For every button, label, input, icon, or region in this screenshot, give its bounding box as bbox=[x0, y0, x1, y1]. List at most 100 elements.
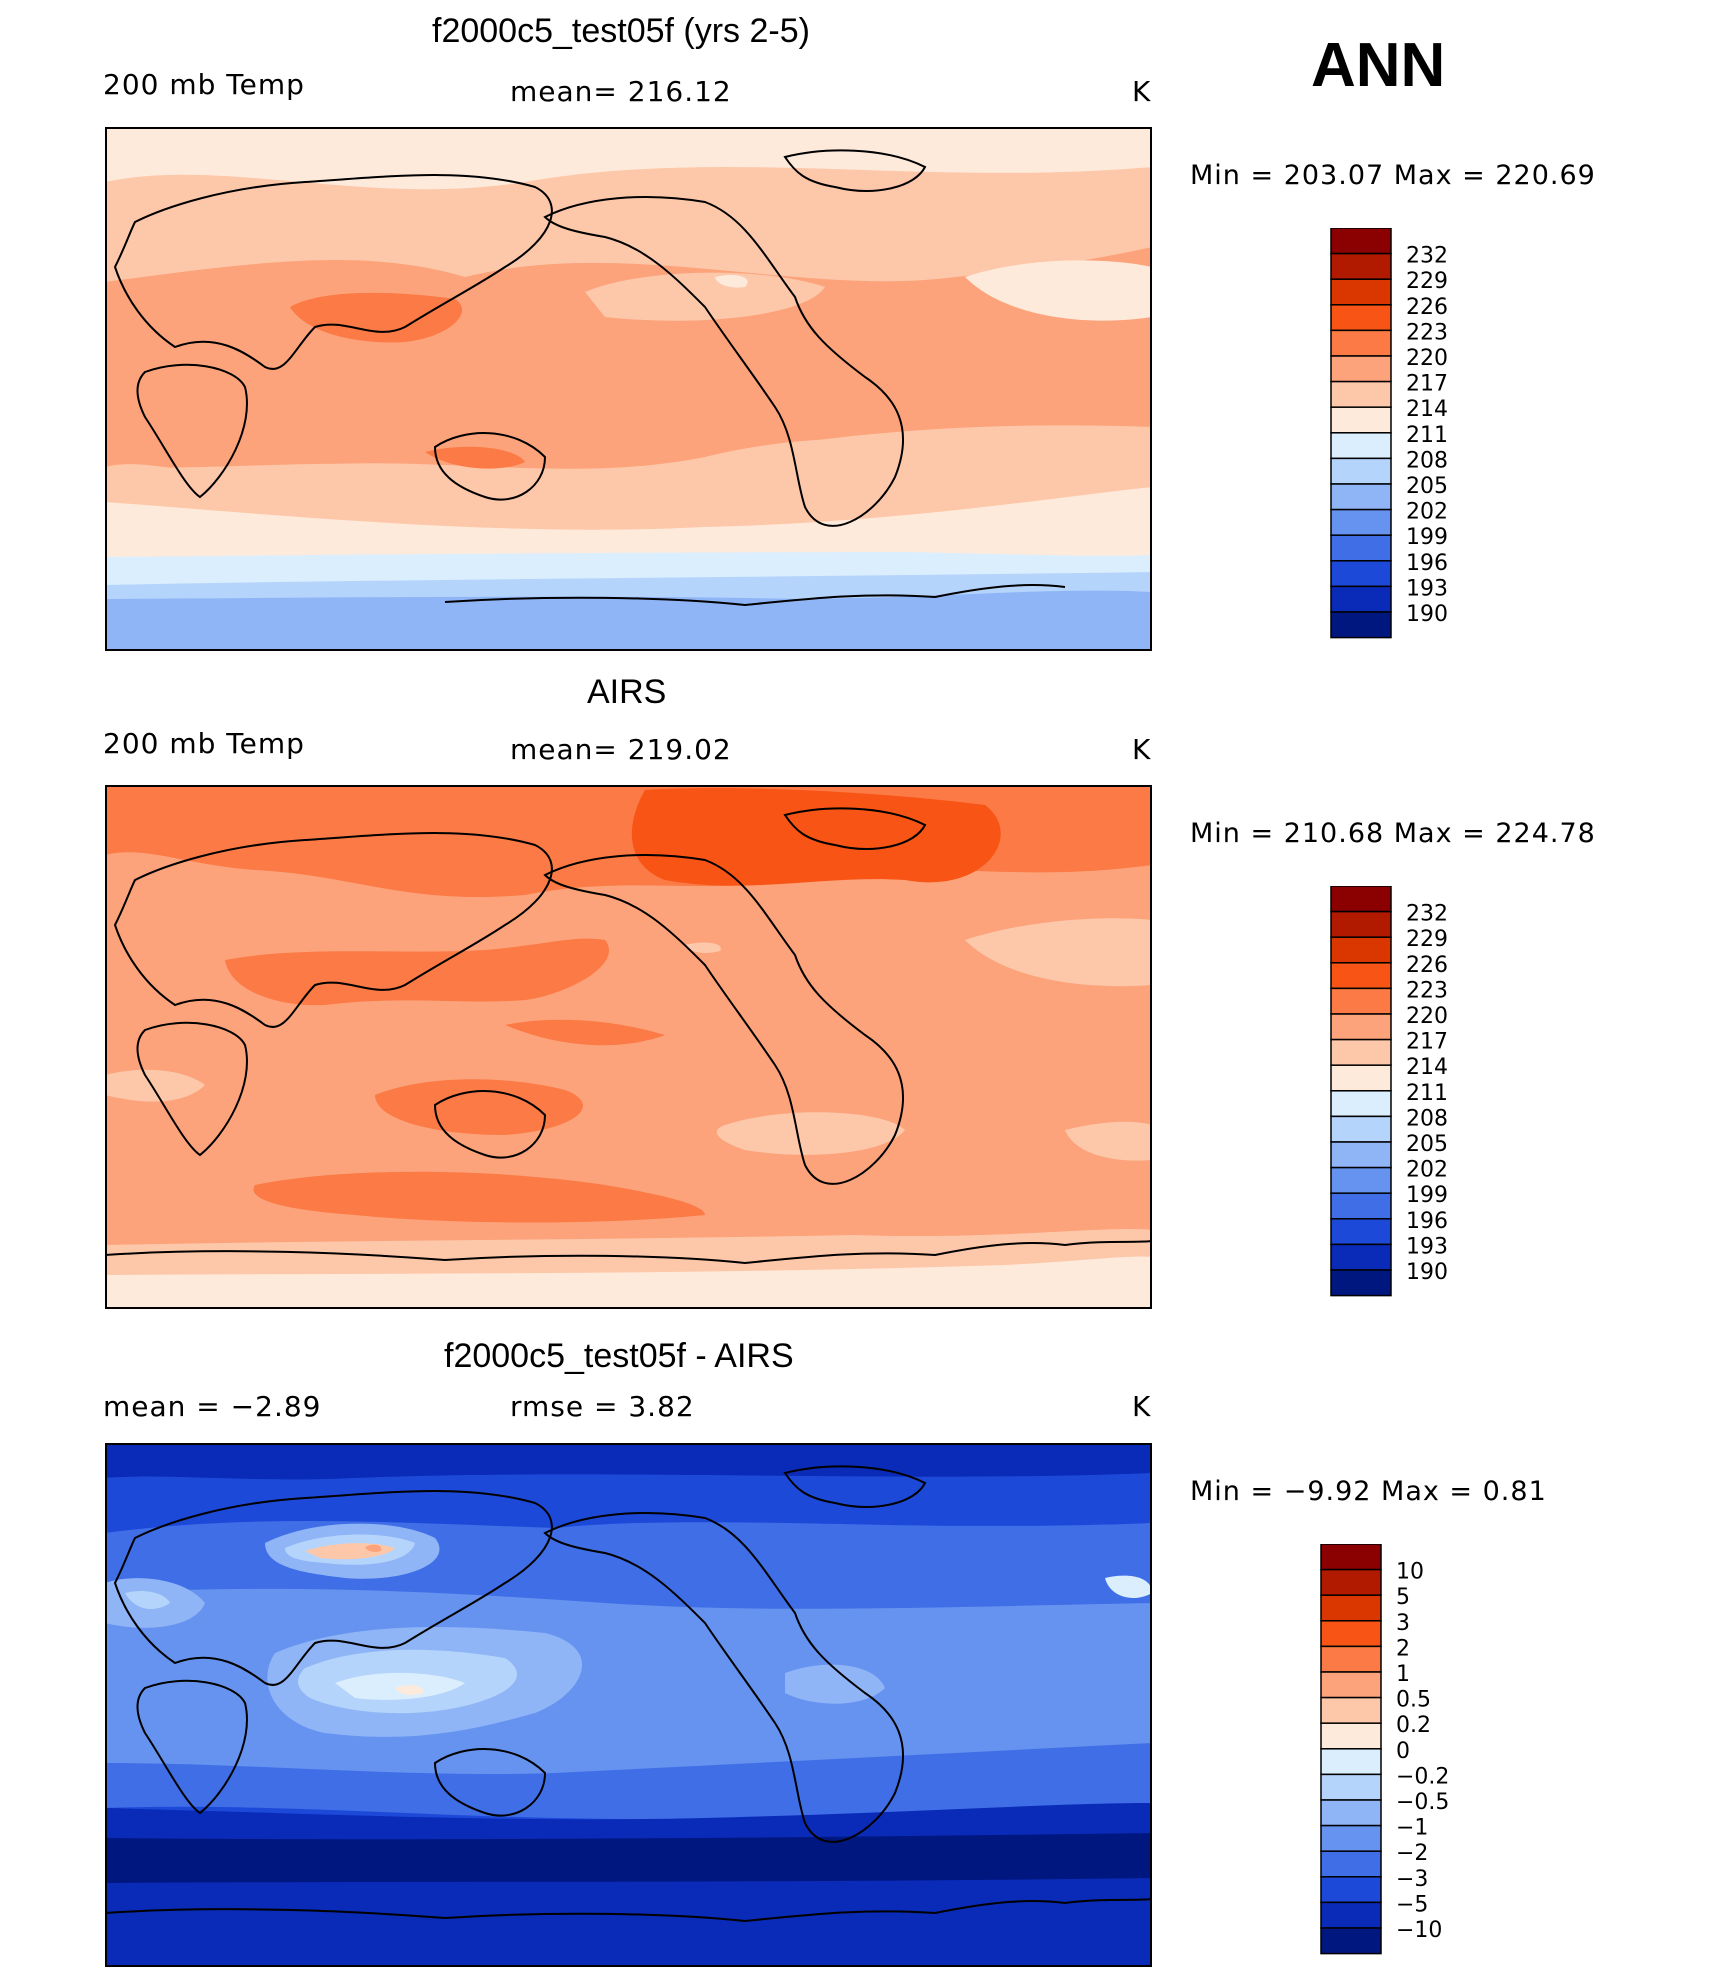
colorbar-3-tick-label: 0 bbox=[1396, 1739, 1410, 1764]
colorbar-3-tick-label: 0.5 bbox=[1396, 1688, 1431, 1713]
colorbar-3-swatch bbox=[1320, 1748, 1382, 1776]
colorbar-2-swatch bbox=[1330, 910, 1392, 938]
colorbar-3-swatch bbox=[1320, 1544, 1382, 1571]
colorbar-2-tick-label: 214 bbox=[1406, 1055, 1448, 1080]
colorbar-1-swatch bbox=[1330, 585, 1392, 613]
colorbar-3-swatch bbox=[1320, 1671, 1382, 1699]
colorbar-1-tick-label: 232 bbox=[1406, 244, 1448, 269]
colorbar-1-tick-label: 202 bbox=[1406, 500, 1448, 525]
colorbar-3-swatch bbox=[1320, 1645, 1382, 1673]
colorbar-2-swatch bbox=[1330, 1269, 1392, 1297]
colorbar-2-swatch bbox=[1330, 987, 1392, 1015]
colorbar-1-swatch bbox=[1330, 304, 1392, 332]
colorbar-2-tick-label: 217 bbox=[1406, 1030, 1448, 1055]
colorbar-1-tick-label: 226 bbox=[1406, 295, 1448, 320]
colorbar-1-tick-label: 229 bbox=[1406, 269, 1448, 294]
colorbar-1-swatch bbox=[1330, 457, 1392, 485]
colorbar-2-swatch bbox=[1330, 1192, 1392, 1220]
colorbar-1-swatch bbox=[1330, 534, 1392, 562]
colorbar-2-swatch bbox=[1330, 1218, 1392, 1246]
colorbar-1-tick-label: 211 bbox=[1406, 423, 1448, 448]
colorbar-2-swatch bbox=[1330, 1243, 1392, 1271]
colorbar-3-tick-label: 5 bbox=[1396, 1585, 1410, 1610]
colorbar-2-swatch bbox=[1330, 1141, 1392, 1169]
colorbar-2-tick-label: 208 bbox=[1406, 1106, 1448, 1131]
colorbar-2-swatch bbox=[1330, 962, 1392, 990]
season-label: ANN bbox=[1311, 31, 1446, 100]
colorbar-1-swatch bbox=[1330, 380, 1392, 408]
colorbar-2-swatch bbox=[1330, 1038, 1392, 1066]
colorbar-1-tick-label: 214 bbox=[1406, 397, 1448, 422]
colorbar-2-tick-label: 205 bbox=[1406, 1132, 1448, 1157]
colorbar-1-tick-label: 217 bbox=[1406, 372, 1448, 397]
colorbar-3-tick-label: −2 bbox=[1396, 1841, 1428, 1866]
colorbar-3-swatch bbox=[1320, 1594, 1382, 1622]
colorbar-1-tick-label: 193 bbox=[1406, 576, 1448, 601]
colorbar-1-swatch bbox=[1330, 329, 1392, 357]
colorbar-3-swatch bbox=[1320, 1568, 1382, 1596]
colorbar-2-tick-label: 232 bbox=[1406, 902, 1448, 927]
colorbar-1-tick-label: 223 bbox=[1406, 320, 1448, 345]
colorbar-2-swatch bbox=[1330, 1090, 1392, 1118]
colorbar-3-swatch bbox=[1320, 1876, 1382, 1904]
colorbar-2-tick-label: 190 bbox=[1406, 1260, 1448, 1285]
colorbar-3-swatch bbox=[1320, 1722, 1382, 1750]
panel-1-colorbar: 2322292262232202172142112082052021991961… bbox=[1330, 228, 1448, 639]
colorbar-3-swatch bbox=[1320, 1773, 1382, 1801]
colorbar-2-swatch bbox=[1330, 1166, 1392, 1194]
colorbar-3-swatch bbox=[1320, 1799, 1382, 1827]
panel-3-mean-label: mean = −2.89 bbox=[103, 1390, 322, 1423]
colorbar-2-tick-label: 223 bbox=[1406, 978, 1448, 1003]
colorbar-3-tick-label: −1 bbox=[1396, 1816, 1428, 1841]
panel-2-mean-label: mean= 219.02 bbox=[510, 733, 732, 766]
colorbar-3-tick-label: −0.5 bbox=[1396, 1790, 1449, 1815]
colorbar-1-swatch bbox=[1330, 228, 1392, 255]
panel-1-left-label: 200 mb Temp bbox=[103, 68, 305, 101]
colorbar-2-swatch bbox=[1330, 886, 1392, 913]
colorbar-2-tick-label: 202 bbox=[1406, 1158, 1448, 1183]
colorbar-3-tick-label: 1 bbox=[1396, 1662, 1410, 1687]
colorbar-3-swatch bbox=[1320, 1927, 1382, 1955]
colorbar-3-tick-label: −0.2 bbox=[1396, 1764, 1449, 1789]
panel-1-title: f2000c5_test05f (yrs 2-5) bbox=[432, 12, 810, 50]
colorbar-2-tick-label: 220 bbox=[1406, 1004, 1448, 1029]
colorbar-1-tick-label: 208 bbox=[1406, 448, 1448, 473]
colorbar-1-tick-label: 196 bbox=[1406, 551, 1448, 576]
colorbar-1-tick-label: 190 bbox=[1406, 602, 1448, 627]
panel-3-rmse-label: rmse = 3.82 bbox=[510, 1390, 695, 1423]
colorbar-3-tick-label: −10 bbox=[1396, 1918, 1442, 1943]
panel-3-units: K bbox=[1132, 1390, 1152, 1423]
colorbar-1-swatch bbox=[1330, 508, 1392, 536]
colorbar-2-swatch bbox=[1330, 1013, 1392, 1041]
panel-1-mean-label: mean= 216.12 bbox=[510, 75, 732, 108]
colorbar-2-swatch bbox=[1330, 936, 1392, 964]
panel-3-title: f2000c5_test05f - AIRS bbox=[444, 1337, 794, 1375]
panel-3-map bbox=[105, 1443, 1152, 1967]
panel-2-title: AIRS bbox=[587, 673, 667, 711]
colorbar-2-tick-label: 193 bbox=[1406, 1234, 1448, 1259]
colorbar-1-swatch bbox=[1330, 560, 1392, 588]
colorbar-3-tick-label: −5 bbox=[1396, 1892, 1428, 1917]
colorbar-1-swatch bbox=[1330, 432, 1392, 460]
colorbar-2-tick-label: 211 bbox=[1406, 1081, 1448, 1106]
colorbar-3-tick-label: 2 bbox=[1396, 1636, 1410, 1661]
panel-2-minmax: Min = 210.68 Max = 224.78 bbox=[1190, 818, 1596, 849]
colorbar-1-tick-label: 205 bbox=[1406, 474, 1448, 499]
colorbar-2-swatch bbox=[1330, 1115, 1392, 1143]
panel-3-minmax: Min = −9.92 Max = 0.81 bbox=[1190, 1476, 1547, 1507]
colorbar-2-swatch bbox=[1330, 1064, 1392, 1092]
colorbar-1-swatch bbox=[1330, 406, 1392, 434]
colorbar-1-swatch bbox=[1330, 355, 1392, 383]
panel-1-map bbox=[105, 127, 1152, 651]
colorbar-2-tick-label: 199 bbox=[1406, 1183, 1448, 1208]
colorbar-1-swatch bbox=[1330, 278, 1392, 306]
colorbar-1-tick-label: 220 bbox=[1406, 346, 1448, 371]
colorbar-1-swatch bbox=[1330, 611, 1392, 639]
colorbar-3-swatch bbox=[1320, 1850, 1382, 1878]
panel-1-units: K bbox=[1132, 75, 1152, 108]
colorbar-1-tick-label: 199 bbox=[1406, 525, 1448, 550]
panel-2-units: K bbox=[1132, 733, 1152, 766]
colorbar-1-swatch bbox=[1330, 252, 1392, 280]
colorbar-3-tick-label: 0.2 bbox=[1396, 1713, 1431, 1738]
